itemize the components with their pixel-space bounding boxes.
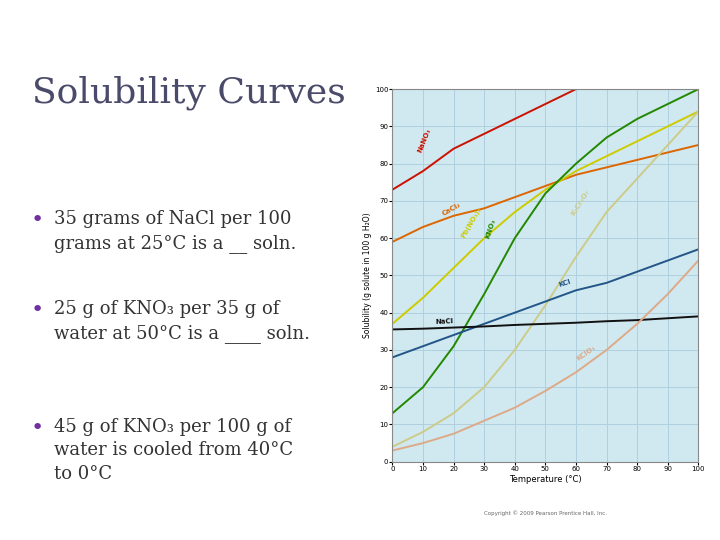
Text: Solubility Curves: Solubility Curves: [32, 76, 346, 110]
Text: KNO₃: KNO₃: [485, 218, 496, 239]
Text: •: •: [30, 417, 43, 437]
X-axis label: Temperature (°C): Temperature (°C): [509, 475, 582, 484]
Y-axis label: Solubility (g solute in 100 g H₂O): Solubility (g solute in 100 g H₂O): [363, 213, 372, 338]
Text: KClO₃: KClO₃: [576, 345, 598, 362]
Text: CaCl₂: CaCl₂: [441, 201, 462, 217]
Text: KCl: KCl: [557, 278, 572, 288]
Text: 45 g of KNO₃ per 100 g of
water is cooled from 40°C
to 0°C: 45 g of KNO₃ per 100 g of water is coole…: [54, 417, 293, 483]
Text: Copyright © 2009 Pearson Prentice Hall, Inc.: Copyright © 2009 Pearson Prentice Hall, …: [484, 510, 607, 516]
Text: NaCl: NaCl: [435, 318, 454, 325]
Text: NaNO₃: NaNO₃: [417, 127, 432, 153]
Text: Pb(NO₃)₂: Pb(NO₃)₂: [460, 206, 482, 239]
Text: 35 grams of NaCl per 100
grams at 25°C is a __ soln.: 35 grams of NaCl per 100 grams at 25°C i…: [54, 210, 297, 253]
Text: •: •: [30, 300, 43, 320]
Text: 25 g of KNO₃ per 35 g of
water at 50°C is a ____ soln.: 25 g of KNO₃ per 35 g of water at 50°C i…: [54, 300, 310, 343]
Text: •: •: [30, 210, 43, 231]
Text: K₂Cr₂O₇: K₂Cr₂O₇: [570, 188, 590, 217]
